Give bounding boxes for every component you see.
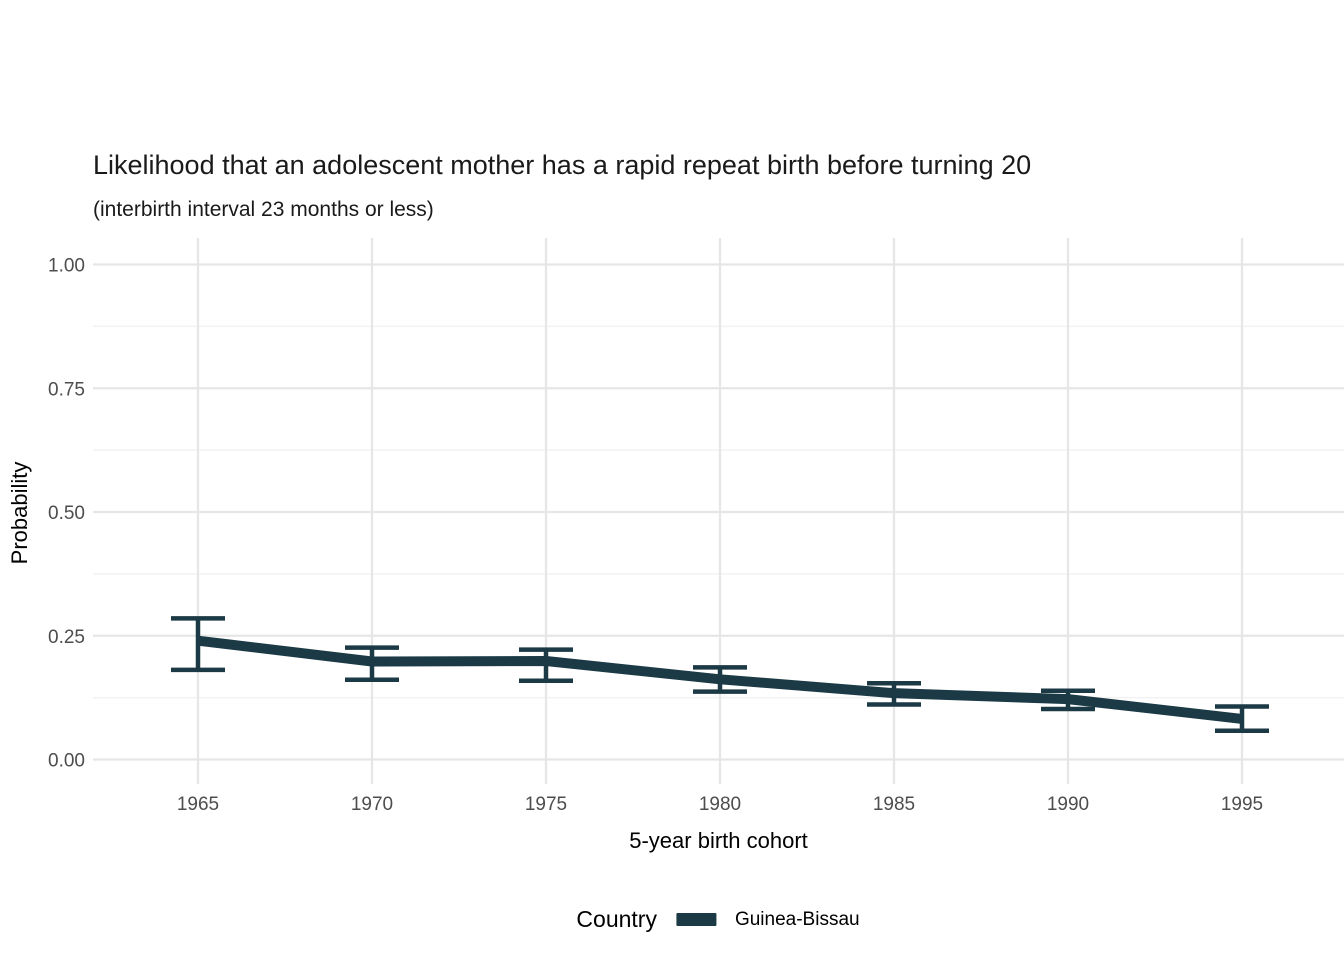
x-tick-label: 1985 bbox=[873, 794, 915, 815]
x-tick-label: 1965 bbox=[177, 794, 219, 815]
x-tick-label: 1975 bbox=[525, 794, 567, 815]
y-tick-label: 0.50 bbox=[48, 503, 85, 524]
legend: Country Guinea-Bissau bbox=[576, 906, 859, 933]
x-tick-label: 1970 bbox=[351, 794, 393, 815]
legend-item-label: Guinea-Bissau bbox=[734, 908, 860, 930]
chart-title: Likelihood that an adolescent mother has… bbox=[93, 150, 1032, 180]
x-tick-label: 1980 bbox=[699, 794, 741, 815]
x-axis-title: 5-year birth cohort bbox=[629, 828, 808, 853]
y-tick-label: 0.25 bbox=[48, 627, 85, 648]
y-tick-label: 1.00 bbox=[48, 256, 85, 277]
chart-subtitle: (interbirth interval 23 months or less) bbox=[93, 198, 434, 221]
x-tick-label: 1990 bbox=[1047, 794, 1089, 815]
series-line-guinea-bissau bbox=[197, 635, 1243, 724]
legend-line-swatch bbox=[675, 913, 716, 926]
legend-title: Country bbox=[576, 906, 657, 932]
x-tick-label: 1995 bbox=[1221, 794, 1263, 815]
y-tick-label: 0.00 bbox=[48, 751, 85, 772]
y-tick-label: 0.75 bbox=[48, 379, 85, 400]
